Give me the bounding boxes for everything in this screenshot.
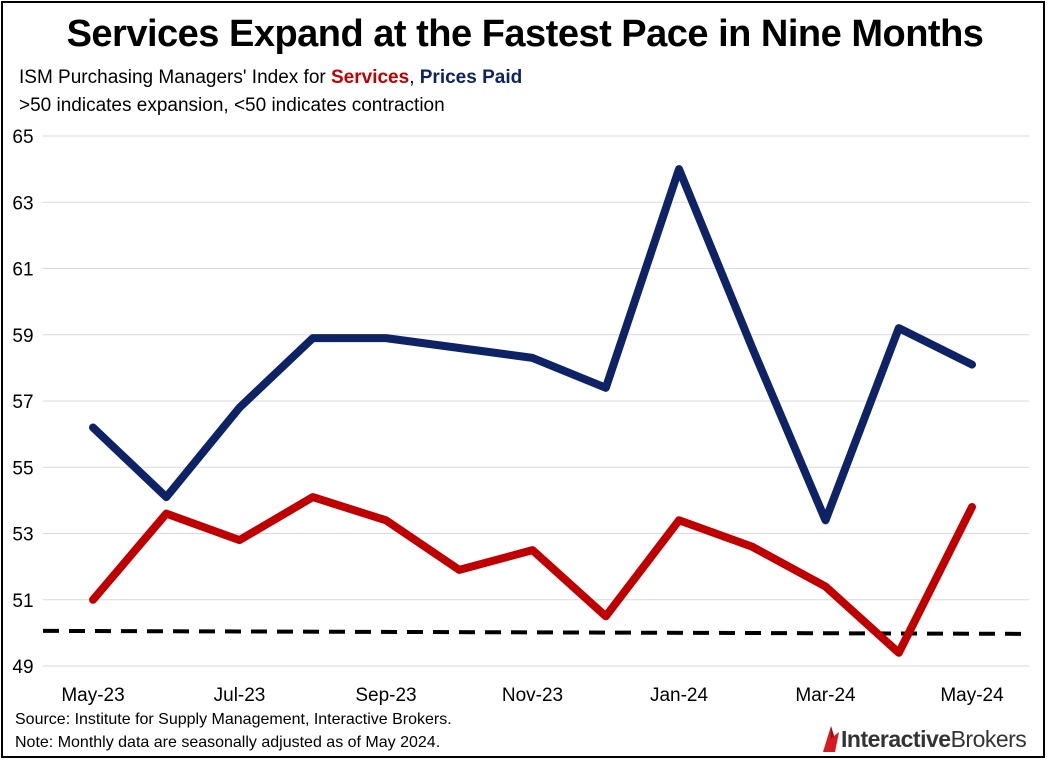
x-tick-label: Jul-23 <box>214 685 266 706</box>
x-tick-label: Jan-24 <box>650 685 709 706</box>
y-tick-label: 61 <box>12 260 33 281</box>
y-tick-label: 55 <box>12 458 33 479</box>
x-axis-ticks: May-23 Jul-23 Sep-23 Nov-23 Jan-24 Mar-24 May-… <box>61 685 1004 706</box>
y-tick-label: 49 <box>12 657 33 678</box>
logo-word-2: Brokers <box>950 725 1027 752</box>
source-note: Source: Institute for Supply Management,… <box>15 711 452 728</box>
x-tick-label: Nov-23 <box>502 685 563 706</box>
brand-logo: InteractiveBrokers <box>821 721 1027 757</box>
series-layer <box>89 165 976 657</box>
reference-line-50 <box>42 628 1030 636</box>
reference-layer <box>42 628 1030 636</box>
x-tick-label: May-23 <box>61 685 124 706</box>
logo-wordmark: InteractiveBrokers <box>841 725 1027 753</box>
logo-mark-icon <box>823 726 839 752</box>
legend-services: Services <box>331 67 410 88</box>
chart-title: Services Expand at the Fastest Pace in N… <box>66 13 984 55</box>
subtitle-prefix: ISM Purchasing Managers' Index for <box>19 67 331 88</box>
series-line-services <box>89 493 976 657</box>
chart-note: >50 indicates expansion, <50 indicates c… <box>19 95 445 116</box>
y-tick-label: 57 <box>12 392 33 413</box>
y-axis-ticks: 49 51 53 55 57 59 61 63 65 <box>12 127 33 678</box>
y-tick-label: 65 <box>12 127 33 148</box>
line-chart: 49 51 53 55 57 59 61 63 65 May-23 Jul-23 Sep-23 Nov… <box>12 127 1030 706</box>
x-tick-label: Mar-24 <box>795 685 856 706</box>
x-tick-label: May-24 <box>940 685 1004 706</box>
logo-word-1: Interactive <box>841 725 951 752</box>
y-tick-label: 63 <box>12 193 33 214</box>
footnote: Note: Monthly data are seasonally adjust… <box>15 734 441 751</box>
y-tick-label: 53 <box>12 525 33 546</box>
y-tick-label: 59 <box>12 326 33 347</box>
gridlines <box>43 135 1029 667</box>
y-tick-label: 51 <box>12 591 33 612</box>
x-tick-label: Sep-23 <box>355 685 416 706</box>
legend-prices-paid: Prices Paid <box>419 67 523 88</box>
chart-subtitle: ISM Purchasing Managers' Index for Servi… <box>19 67 522 89</box>
subtitle-separator: , <box>409 67 420 88</box>
